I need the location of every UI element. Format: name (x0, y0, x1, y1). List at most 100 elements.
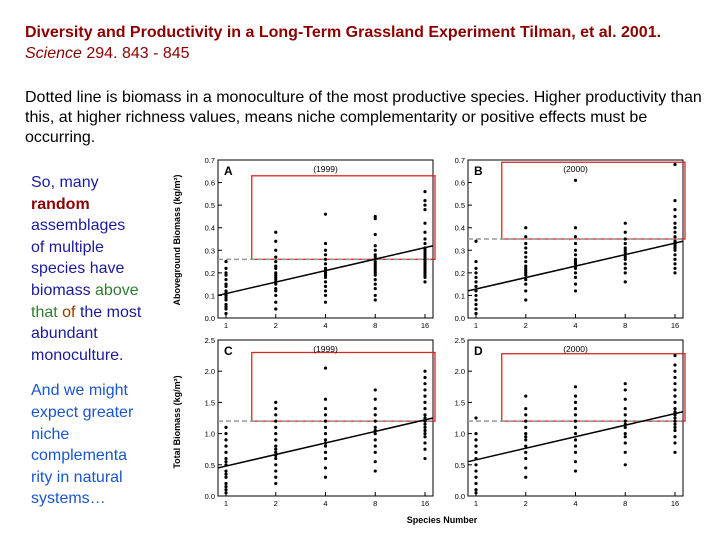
data-point (274, 475, 278, 479)
data-point (423, 422, 427, 426)
x-tick-label: 2 (274, 499, 278, 508)
data-point (673, 162, 677, 167)
data-point (623, 425, 627, 429)
data-point (423, 394, 427, 398)
data-point (274, 413, 278, 417)
data-point (524, 266, 528, 270)
side-text-of: of (62, 303, 76, 321)
x-tick-label: 1 (224, 499, 228, 508)
data-point (673, 257, 677, 261)
data-point (524, 241, 528, 246)
plot-frame (217, 339, 434, 497)
data-point (373, 244, 377, 248)
data-point (323, 366, 328, 370)
data-point (224, 271, 228, 275)
data-point (524, 226, 528, 230)
data-point (274, 239, 278, 243)
data-point (274, 447, 278, 451)
data-point (673, 271, 677, 275)
data-point (224, 463, 228, 467)
panel-year: (2000) (563, 164, 588, 174)
x-tick-label: 16 (421, 499, 429, 508)
y-tick-label: 0.7 (455, 156, 465, 165)
data-point (423, 425, 427, 429)
data-point (323, 212, 328, 216)
y-tick-label: 1.5 (205, 398, 215, 407)
data-point (423, 369, 427, 373)
y-tick-label: 0.0 (205, 492, 215, 501)
y-tick-label: 0.5 (455, 461, 465, 470)
data-point (323, 407, 328, 411)
data-point (623, 450, 627, 454)
data-point (623, 413, 627, 417)
data-point (474, 298, 478, 302)
data-point (573, 264, 578, 268)
data-point (474, 289, 478, 293)
data-point (524, 278, 528, 282)
data-point (224, 305, 228, 309)
data-point (474, 239, 478, 243)
data-point (524, 273, 528, 277)
data-point (373, 273, 377, 277)
data-point (673, 226, 677, 230)
data-point (423, 203, 427, 207)
data-point (224, 488, 228, 492)
data-point (524, 432, 528, 436)
data-point (423, 400, 427, 404)
data-point (423, 456, 427, 461)
data-point (423, 388, 427, 392)
data-point (623, 246, 627, 250)
title-main: Diversity and Productivity in a Long-Ter… (25, 24, 662, 41)
data-point (623, 248, 627, 252)
data-point (224, 278, 228, 282)
data-point (224, 481, 228, 486)
data-point (474, 302, 478, 307)
x-tick-label: 4 (323, 321, 327, 330)
data-point (373, 293, 377, 298)
data-point (423, 264, 427, 268)
data-point (524, 456, 528, 461)
data-point (573, 444, 578, 448)
data-point (323, 444, 328, 448)
x-tick-label: 8 (373, 499, 377, 508)
highlight-box (501, 353, 686, 422)
data-point (573, 450, 578, 454)
data-point (623, 241, 627, 246)
data-point (623, 463, 627, 467)
side-paragraph-1: So, many random assemblages of multiple … (31, 172, 143, 366)
data-point (474, 432, 478, 436)
data-point (423, 221, 427, 225)
data-point (623, 388, 627, 392)
data-point (373, 232, 377, 237)
data-point (323, 248, 328, 252)
data-point (673, 435, 677, 439)
data-point (573, 262, 578, 266)
data-point (524, 289, 528, 293)
data-point (673, 208, 677, 212)
data-point (274, 271, 278, 275)
data-point (323, 273, 328, 277)
data-point (474, 491, 478, 495)
data-point (524, 259, 528, 264)
data-point (673, 230, 677, 234)
data-point (323, 425, 328, 429)
data-point (323, 284, 328, 288)
data-point (423, 262, 427, 266)
side-text-random: random (31, 195, 90, 213)
y-tick-label: 0.6 (205, 179, 215, 188)
data-point (474, 456, 478, 461)
data-point (423, 199, 427, 203)
regression-line (467, 411, 684, 463)
y-tick-label: 1.0 (205, 430, 215, 439)
data-point (673, 441, 677, 445)
data-point (573, 282, 578, 286)
data-point (274, 453, 278, 458)
x-tick-label: 8 (623, 321, 627, 330)
data-point (373, 278, 377, 282)
data-point (274, 230, 278, 234)
data-point (423, 208, 427, 212)
data-point (224, 293, 228, 298)
data-point (673, 419, 677, 423)
highlight-box (251, 175, 436, 260)
data-point (673, 413, 677, 417)
